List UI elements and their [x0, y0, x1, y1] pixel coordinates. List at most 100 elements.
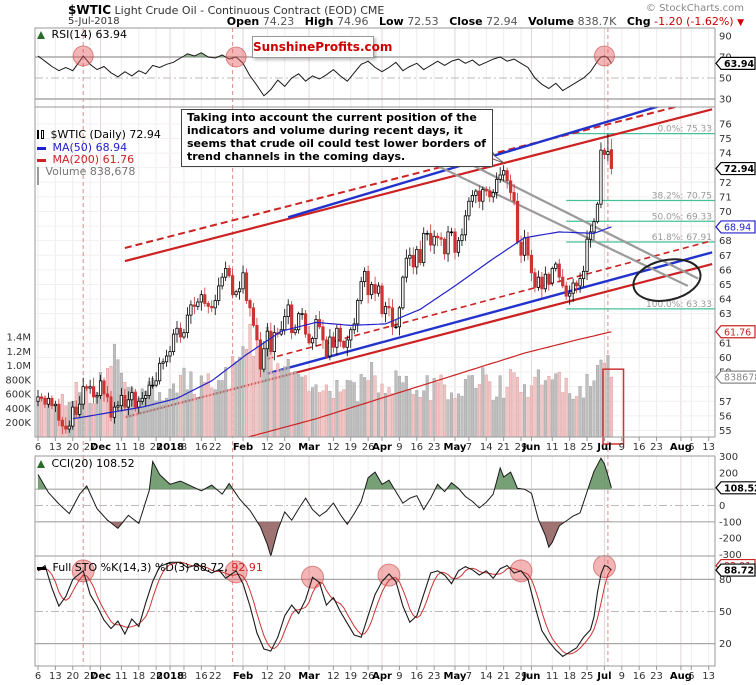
date-tick-label: 25: [581, 442, 594, 453]
volume-bar: [203, 381, 207, 438]
axis-value-box: [715, 161, 756, 176]
rect-mark: [373, 284, 377, 294]
date-tick-label: 9: [396, 671, 402, 682]
date-tick-label: 12: [327, 442, 340, 453]
sto-line-icon: [37, 567, 46, 570]
date-tick-label: 11: [115, 671, 128, 682]
rect-mark: [161, 361, 165, 364]
volume-bar: [425, 375, 429, 438]
date-tick-label: 12: [261, 671, 274, 682]
cci-high-fill: [38, 458, 612, 490]
ma50-line: [72, 226, 612, 420]
rect-mark: [498, 174, 502, 180]
rect-mark: [43, 397, 47, 405]
volume-bar: [92, 403, 96, 438]
volume-bar: [178, 375, 182, 438]
cci-tick-label: 200: [719, 468, 738, 479]
rect-mark: [241, 272, 245, 290]
rect-mark: [92, 386, 96, 398]
date-tick-label: 16: [195, 442, 208, 453]
volume-bar: [505, 386, 509, 438]
rect-mark: [130, 392, 134, 401]
rsi-overbought-fill: [38, 52, 612, 57]
rect-mark: [137, 400, 141, 408]
fib-label: 100.0%: 63.33: [646, 300, 712, 310]
date-tick-label: 16: [633, 442, 646, 453]
rect-mark: [210, 305, 214, 309]
axis-value-text: 63.94: [724, 59, 754, 70]
rect-mark: [328, 336, 332, 357]
rect-mark: [175, 327, 179, 335]
down-arrow-icon: ▼: [737, 18, 744, 28]
rect-mark: [217, 285, 221, 301]
rect-mark: [474, 190, 478, 196]
date-tick-label: 26: [150, 442, 163, 453]
volume-bar: [342, 389, 346, 438]
volume-bar: [481, 367, 485, 438]
sunshineprofits-watermark-link[interactable]: SunshineProfits.com: [252, 36, 392, 58]
high-label: High: [304, 15, 334, 28]
date-tick-label: Jul: [596, 671, 611, 682]
low-label: Low: [378, 15, 404, 28]
volume-bar: [450, 392, 454, 438]
date-tick-label: 19: [344, 671, 357, 682]
date-tick-label: Feb: [233, 442, 253, 453]
date-tick-label: Jun: [521, 442, 540, 453]
open-label: Open: [226, 15, 260, 28]
rect-mark: [314, 319, 318, 339]
rect-mark: [258, 339, 263, 370]
rect-mark: [192, 304, 196, 307]
date-tick-label: 26: [362, 442, 375, 453]
date-tick-label: Feb: [233, 671, 253, 682]
date-tick-label: 8: [181, 671, 187, 682]
date-tick-label: 7: [466, 442, 472, 453]
sto-panel-border: [34, 555, 716, 667]
rect-mark: [234, 291, 238, 296]
volume-bar: [373, 375, 377, 438]
volume-bar: [502, 397, 506, 438]
price-tick-label: 63: [719, 309, 732, 320]
ma200-line: [246, 331, 612, 437]
rect-mark: [283, 316, 287, 331]
rect-mark: [536, 276, 541, 288]
date-tick-label: 21: [497, 442, 510, 453]
volume-bar: [543, 380, 547, 438]
date-tick-label: 16: [410, 671, 423, 682]
close-value: 72.94: [486, 15, 518, 28]
date-tick-label: 2018: [156, 671, 184, 682]
volume-bar: [439, 374, 443, 438]
date-tick-label: 29: [515, 671, 528, 682]
rect-mark: [578, 278, 582, 287]
volume-bar: [182, 367, 186, 438]
rsi-line: [37, 52, 612, 97]
quote-bar: Open 74.23 High 74.96 Low 72.53 Close 72…: [220, 15, 744, 28]
volume-value: 838.7K: [577, 15, 617, 28]
rect-mark: [290, 304, 294, 334]
rect-mark: [540, 276, 544, 290]
date-tick-label: 13: [702, 671, 715, 682]
rect-mark: [425, 232, 429, 235]
stockcharts-credit-link[interactable]: © StockCharts.com: [645, 3, 744, 14]
volume-bar: [279, 369, 283, 438]
ma50-legend-text: MA(50) 68.94: [52, 141, 128, 154]
lower-channel-red-dashed: [267, 239, 713, 360]
price-tick-label: 61: [719, 338, 732, 349]
rect-mark: [363, 270, 367, 282]
volume-bar: [568, 393, 572, 438]
axis-value-box: [715, 325, 756, 339]
rect-mark: [366, 270, 370, 296]
volume-bar: [491, 399, 495, 438]
rect-mark: [571, 282, 575, 294]
ma200-legend-text: MA(200) 61.76: [52, 153, 135, 166]
rect-mark: [46, 397, 51, 405]
rect-mark: [133, 392, 137, 408]
price-tick-label: 60: [719, 353, 732, 364]
volume-bar: [446, 399, 450, 438]
volume-bar: [217, 380, 221, 438]
volume-bar: [592, 380, 596, 438]
ma200-legend: MA(200) 61.76: [37, 154, 134, 165]
rect-mark: [338, 327, 342, 342]
volume-bar: [477, 384, 481, 438]
volume-bar: [189, 371, 193, 438]
volume-bar: [519, 392, 523, 438]
